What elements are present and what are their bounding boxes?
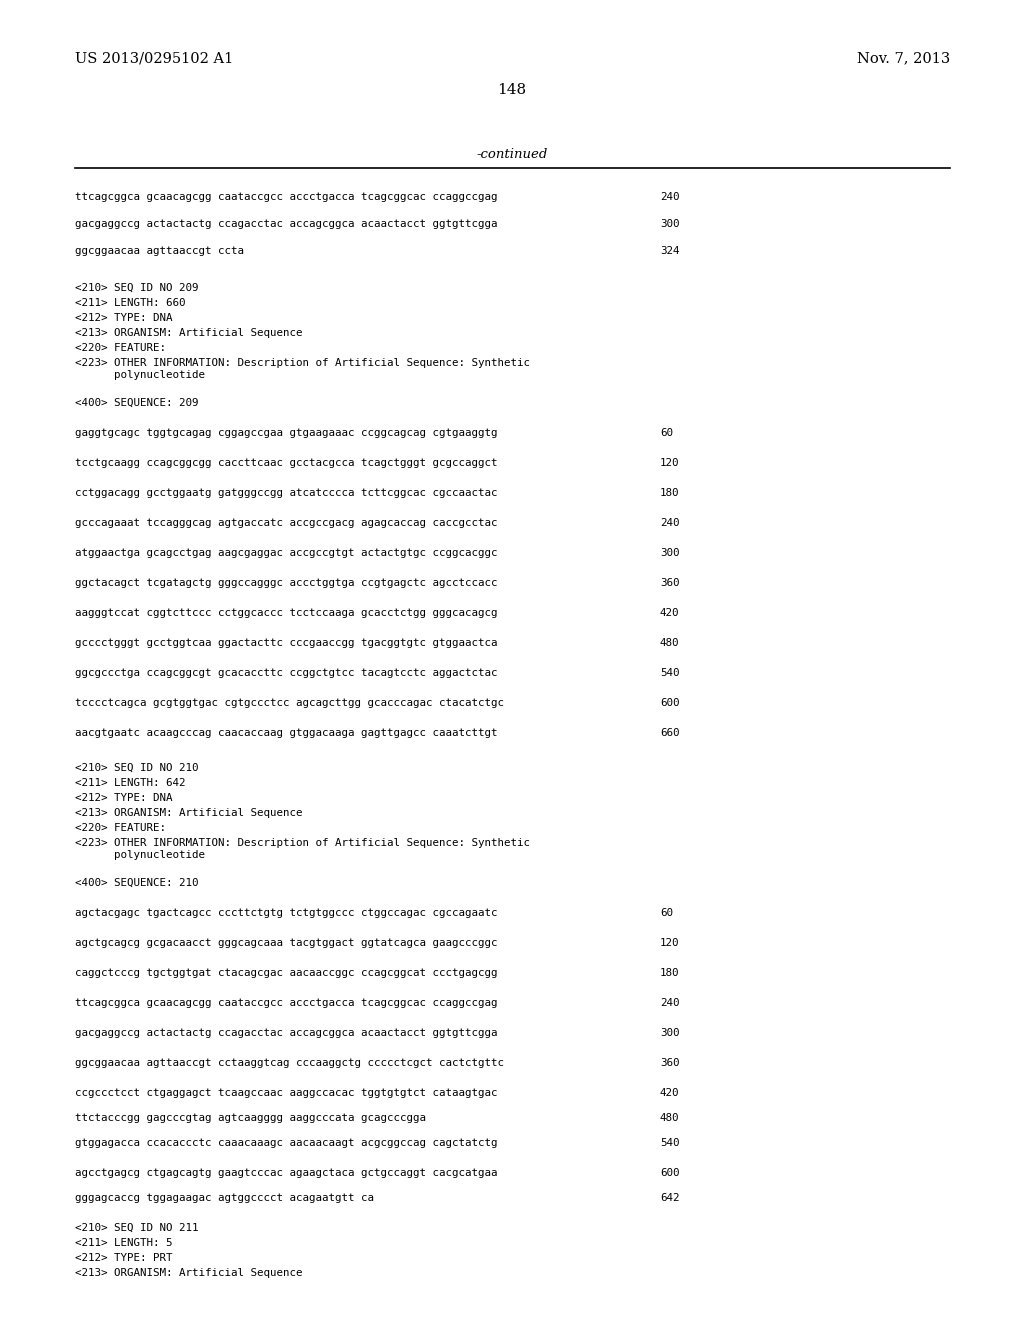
Text: <213> ORGANISM: Artificial Sequence: <213> ORGANISM: Artificial Sequence [75,1269,302,1278]
Text: tcctgcaagg ccagcggcgg caccttcaac gcctacgcca tcagctgggt gcgccaggct: tcctgcaagg ccagcggcgg caccttcaac gcctacg… [75,458,498,469]
Text: polynucleotide: polynucleotide [75,850,205,861]
Text: 120: 120 [660,458,680,469]
Text: 180: 180 [660,488,680,498]
Text: 540: 540 [660,1138,680,1148]
Text: 60: 60 [660,908,673,917]
Text: 642: 642 [660,1193,680,1203]
Text: 360: 360 [660,578,680,587]
Text: 360: 360 [660,1059,680,1068]
Text: <220> FEATURE:: <220> FEATURE: [75,343,166,352]
Text: 324: 324 [660,246,680,256]
Text: <211> LENGTH: 660: <211> LENGTH: 660 [75,298,185,308]
Text: <210> SEQ ID NO 209: <210> SEQ ID NO 209 [75,282,199,293]
Text: <212> TYPE: DNA: <212> TYPE: DNA [75,313,172,323]
Text: <210> SEQ ID NO 211: <210> SEQ ID NO 211 [75,1224,199,1233]
Text: Nov. 7, 2013: Nov. 7, 2013 [857,51,950,65]
Text: <210> SEQ ID NO 210: <210> SEQ ID NO 210 [75,763,199,774]
Text: 480: 480 [660,638,680,648]
Text: 480: 480 [660,1113,680,1123]
Text: tcccctcagca gcgtggtgac cgtgccctcc agcagcttgg gcacccagac ctacatctgc: tcccctcagca gcgtggtgac cgtgccctcc agcagc… [75,698,504,708]
Text: ggctacagct tcgatagctg gggccagggc accctggtga ccgtgagctc agcctccacc: ggctacagct tcgatagctg gggccagggc accctgg… [75,578,498,587]
Text: ttcagcggca gcaacagcgg caataccgcc accctgacca tcagcggcac ccaggccgag: ttcagcggca gcaacagcgg caataccgcc accctga… [75,998,498,1008]
Text: gtggagacca ccacaccctc caaacaaagc aacaacaagt acgcggccag cagctatctg: gtggagacca ccacaccctc caaacaaagc aacaaca… [75,1138,498,1148]
Text: 300: 300 [660,548,680,558]
Text: <211> LENGTH: 5: <211> LENGTH: 5 [75,1238,172,1247]
Text: <220> FEATURE:: <220> FEATURE: [75,822,166,833]
Text: 600: 600 [660,1168,680,1177]
Text: -continued: -continued [476,149,548,161]
Text: ggcggaacaa agttaaccgt ccta: ggcggaacaa agttaaccgt ccta [75,246,244,256]
Text: 148: 148 [498,83,526,96]
Text: 180: 180 [660,968,680,978]
Text: aacgtgaatc acaagcccag caacaccaag gtggacaaga gagttgagcc caaatcttgt: aacgtgaatc acaagcccag caacaccaag gtggaca… [75,729,498,738]
Text: 600: 600 [660,698,680,708]
Text: <212> TYPE: DNA: <212> TYPE: DNA [75,793,172,803]
Text: 240: 240 [660,998,680,1008]
Text: <400> SEQUENCE: 209: <400> SEQUENCE: 209 [75,399,199,408]
Text: gacgaggccg actactactg ccagacctac accagcggca acaactacct ggtgttcgga: gacgaggccg actactactg ccagacctac accagcg… [75,219,498,228]
Text: 300: 300 [660,219,680,228]
Text: ggcgccctga ccagcggcgt gcacaccttc ccggctgtcc tacagtcctc aggactctac: ggcgccctga ccagcggcgt gcacaccttc ccggctg… [75,668,498,678]
Text: ggcggaacaa agttaaccgt cctaaggtcag cccaaggctg ccccctcgct cactctgttc: ggcggaacaa agttaaccgt cctaaggtcag cccaag… [75,1059,504,1068]
Text: ccgccctcct ctgaggagct tcaagccaac aaggccacac tggtgtgtct cataagtgac: ccgccctcct ctgaggagct tcaagccaac aaggcca… [75,1088,498,1098]
Text: 120: 120 [660,939,680,948]
Text: 240: 240 [660,517,680,528]
Text: gacgaggccg actactactg ccagacctac accagcggca acaactacct ggtgttcgga: gacgaggccg actactactg ccagacctac accagcg… [75,1028,498,1038]
Text: 300: 300 [660,1028,680,1038]
Text: 540: 540 [660,668,680,678]
Text: 240: 240 [660,191,680,202]
Text: ttctacccgg gagcccgtag agtcaagggg aaggcccata gcagcccgga: ttctacccgg gagcccgtag agtcaagggg aaggccc… [75,1113,426,1123]
Text: caggctcccg tgctggtgat ctacagcgac aacaaccggc ccagcggcat ccctgagcgg: caggctcccg tgctggtgat ctacagcgac aacaacc… [75,968,498,978]
Text: gcccagaaat tccagggcag agtgaccatc accgccgacg agagcaccag caccgcctac: gcccagaaat tccagggcag agtgaccatc accgccg… [75,517,498,528]
Text: <400> SEQUENCE: 210: <400> SEQUENCE: 210 [75,878,199,888]
Text: cctggacagg gcctggaatg gatgggccgg atcatcccca tcttcggcac cgccaactac: cctggacagg gcctggaatg gatgggccgg atcatcc… [75,488,498,498]
Text: 660: 660 [660,729,680,738]
Text: <223> OTHER INFORMATION: Description of Artificial Sequence: Synthetic: <223> OTHER INFORMATION: Description of … [75,358,530,368]
Text: US 2013/0295102 A1: US 2013/0295102 A1 [75,51,233,65]
Text: 420: 420 [660,1088,680,1098]
Text: <211> LENGTH: 642: <211> LENGTH: 642 [75,777,185,788]
Text: agcctgagcg ctgagcagtg gaagtcccac agaagctaca gctgccaggt cacgcatgaa: agcctgagcg ctgagcagtg gaagtcccac agaagct… [75,1168,498,1177]
Text: agctgcagcg gcgacaacct gggcagcaaa tacgtggact ggtatcagca gaagcccggc: agctgcagcg gcgacaacct gggcagcaaa tacgtgg… [75,939,498,948]
Text: ttcagcggca gcaacagcgg caataccgcc accctgacca tcagcggcac ccaggccgag: ttcagcggca gcaacagcgg caataccgcc accctga… [75,191,498,202]
Text: <212> TYPE: PRT: <212> TYPE: PRT [75,1253,172,1263]
Text: <213> ORGANISM: Artificial Sequence: <213> ORGANISM: Artificial Sequence [75,808,302,818]
Text: atggaactga gcagcctgag aagcgaggac accgccgtgt actactgtgc ccggcacggc: atggaactga gcagcctgag aagcgaggac accgccg… [75,548,498,558]
Text: gaggtgcagc tggtgcagag cggagccgaa gtgaagaaac ccggcagcag cgtgaaggtg: gaggtgcagc tggtgcagag cggagccgaa gtgaaga… [75,428,498,438]
Text: agctacgagc tgactcagcc cccttctgtg tctgtggccc ctggccagac cgccagaatc: agctacgagc tgactcagcc cccttctgtg tctgtgg… [75,908,498,917]
Text: 60: 60 [660,428,673,438]
Text: polynucleotide: polynucleotide [75,370,205,380]
Text: <223> OTHER INFORMATION: Description of Artificial Sequence: Synthetic: <223> OTHER INFORMATION: Description of … [75,838,530,847]
Text: gcccctgggt gcctggtcaa ggactacttc cccgaaccgg tgacggtgtc gtggaactca: gcccctgggt gcctggtcaa ggactacttc cccgaac… [75,638,498,648]
Text: gggagcaccg tggagaagac agtggcccct acagaatgtt ca: gggagcaccg tggagaagac agtggcccct acagaat… [75,1193,374,1203]
Text: 420: 420 [660,609,680,618]
Text: <213> ORGANISM: Artificial Sequence: <213> ORGANISM: Artificial Sequence [75,327,302,338]
Text: aagggtccat cggtcttccc cctggcaccc tcctccaaga gcacctctgg gggcacagcg: aagggtccat cggtcttccc cctggcaccc tcctcca… [75,609,498,618]
